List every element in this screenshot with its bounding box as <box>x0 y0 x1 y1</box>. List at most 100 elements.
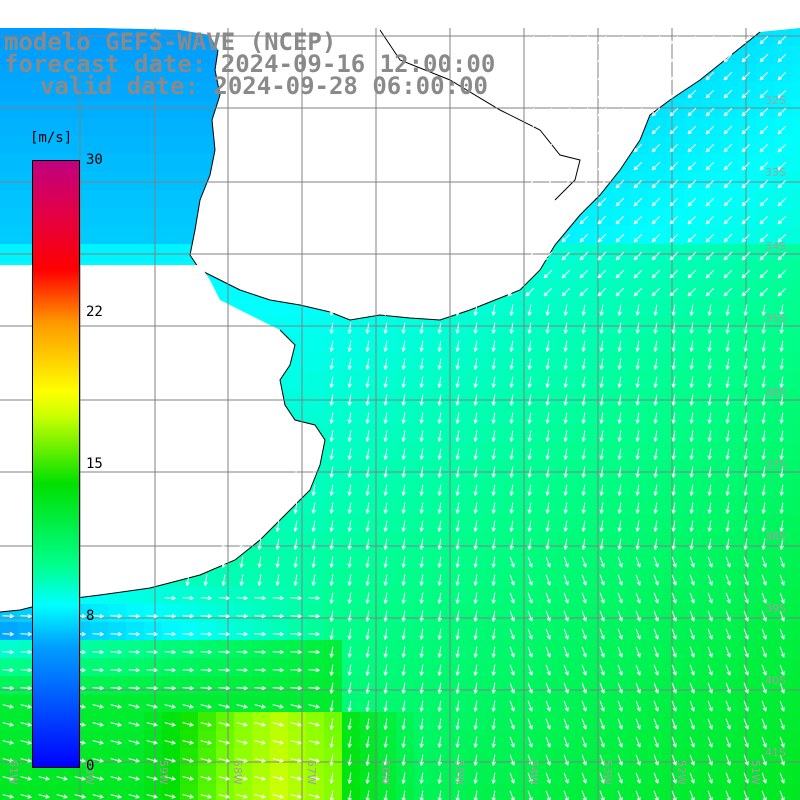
wind-arrow <box>633 251 643 261</box>
wind-speed-cell <box>756 136 775 155</box>
wind-speed-cell <box>396 460 415 479</box>
wind-arrow <box>383 520 388 532</box>
wind-speed-cell <box>18 784 37 800</box>
wind-speed-cell <box>90 82 109 101</box>
wind-speed-cell <box>738 280 757 299</box>
wind-arrow <box>761 736 767 748</box>
wind-arrow <box>236 722 248 727</box>
wind-arrow <box>329 358 334 370</box>
wind-arrow <box>689 574 695 586</box>
wind-speed-cell <box>684 334 703 353</box>
wind-arrow <box>218 758 230 763</box>
wind-arrow <box>671 304 676 316</box>
wind-arrow <box>689 592 695 604</box>
wind-arrow <box>128 722 140 727</box>
wind-speed-cell <box>630 514 649 533</box>
wind-arrow <box>290 649 302 655</box>
wind-speed-cell <box>774 316 793 335</box>
wind-arrow <box>687 179 697 189</box>
wind-arrow <box>723 161 733 171</box>
wind-speed-cell <box>0 208 19 227</box>
wind-arrow <box>2 667 14 673</box>
wind-arrow <box>563 664 569 676</box>
wind-speed-cell <box>684 208 703 227</box>
wind-speed-cell <box>720 712 739 731</box>
wind-speed-cell <box>288 712 307 731</box>
wind-speed-cell <box>162 118 181 137</box>
wind-speed-cell <box>360 496 379 515</box>
wind-arrow <box>743 574 749 586</box>
wind-speed-cell <box>756 46 775 65</box>
land-uruguay-coast <box>189 31 761 321</box>
wind-speed-cell <box>432 586 451 605</box>
wind-speed-cell <box>306 622 325 641</box>
wind-speed-cell <box>198 46 217 65</box>
wind-speed-cell <box>180 730 199 749</box>
wind-speed-cell <box>594 550 613 569</box>
wind-speed-cell <box>648 640 667 659</box>
wind-arrow <box>329 466 334 478</box>
wind-arrow <box>383 736 388 748</box>
wind-arrow <box>329 664 334 676</box>
wind-speed-cell <box>360 370 379 389</box>
wind-arrow <box>689 304 694 316</box>
wind-speed-cell <box>684 496 703 515</box>
wind-speed-cell <box>756 712 775 731</box>
wind-arrow <box>527 736 533 748</box>
wind-arrow <box>579 107 589 117</box>
wind-speed-cell <box>594 244 613 263</box>
wind-speed-cell <box>738 262 757 281</box>
wind-speed-cell <box>594 280 613 299</box>
wind-arrow <box>110 794 122 799</box>
longitude-label: 60W <box>83 760 96 785</box>
wind-speed-cell <box>720 298 739 317</box>
wind-speed-cell <box>666 640 685 659</box>
wind-speed-cell <box>306 496 325 515</box>
wind-speed-cell <box>468 370 487 389</box>
wind-speed-cell <box>540 568 559 587</box>
wind-speed-cell <box>270 784 289 800</box>
wind-arrow <box>164 776 176 781</box>
wind-arrow <box>759 35 769 45</box>
wind-arrow <box>329 304 334 316</box>
wind-arrow <box>599 682 605 694</box>
wind-arrow <box>236 704 248 709</box>
wind-arrow <box>635 772 641 784</box>
wind-arrow <box>579 179 589 189</box>
wind-arrow <box>20 776 32 781</box>
wind-speed-cell <box>0 784 19 800</box>
wind-speed-cell <box>720 316 739 335</box>
wind-speed-cell <box>630 658 649 677</box>
wind-arrow <box>743 376 748 388</box>
wind-speed-cell <box>450 658 469 677</box>
wind-arrow <box>455 484 460 496</box>
wind-speed-cell <box>450 496 469 515</box>
wind-arrow <box>365 736 370 748</box>
wind-arrow <box>383 556 388 568</box>
wind-arrow <box>689 646 695 658</box>
wind-arrow <box>275 556 280 568</box>
wind-arrow <box>671 574 677 586</box>
wind-speed-cell <box>522 730 541 749</box>
wind-speed-cell <box>18 64 37 83</box>
wind-arrow <box>329 502 334 514</box>
wind-speed-cell <box>738 622 757 641</box>
wind-arrow <box>525 179 535 189</box>
wind-speed-cell <box>720 172 739 191</box>
wind-arrow <box>581 340 586 352</box>
wind-speed-cell <box>684 154 703 173</box>
wind-arrow <box>743 448 748 460</box>
wind-arrow <box>110 704 122 709</box>
wind-speed-cell <box>630 730 649 749</box>
wind-arrow <box>401 430 406 442</box>
wind-arrow <box>687 161 697 171</box>
wind-speed-cell <box>162 136 181 155</box>
wind-speed-cell <box>594 298 613 317</box>
wind-arrow <box>200 758 212 763</box>
wind-speed-cell <box>90 154 109 173</box>
wind-speed-cell <box>162 730 181 749</box>
wind-speed-cell <box>90 208 109 227</box>
wind-arrow <box>743 466 748 478</box>
wind-arrow <box>615 197 625 207</box>
wind-arrow <box>383 340 388 352</box>
